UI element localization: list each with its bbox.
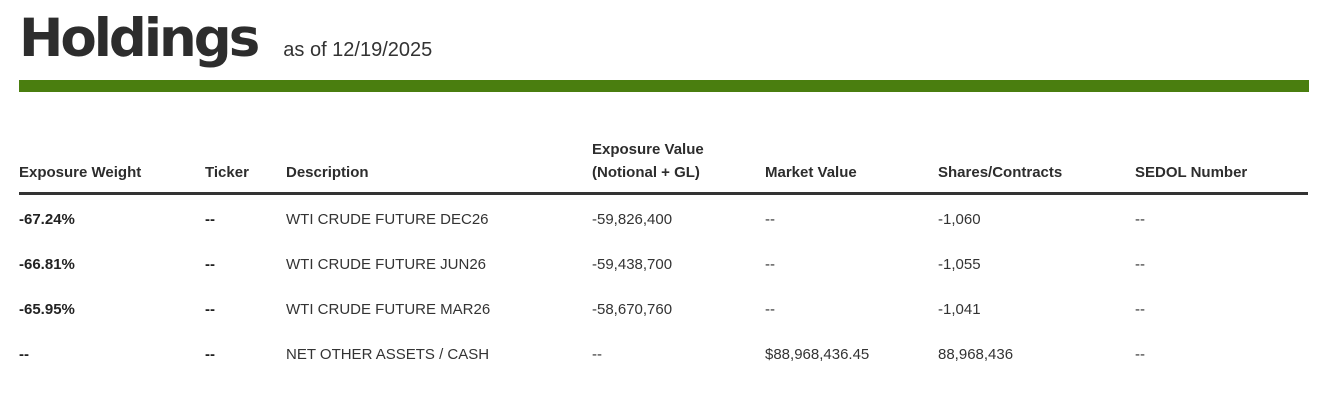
- cell-ticker: --: [205, 346, 215, 363]
- page-header: Holdings as of 12/19/2025: [19, 6, 432, 72]
- cell-exposure-value: -58,670,760: [592, 301, 673, 318]
- cell-exposure-value: -59,438,700: [592, 256, 673, 273]
- holdings-table: Exposure Weight Ticker Description Expos…: [19, 138, 1308, 377]
- table-row: -67.24% -- WTI CRUDE FUTURE DEC26 -59,82…: [19, 194, 1308, 243]
- cell-description: WTI CRUDE FUTURE MAR26: [286, 301, 491, 318]
- column-header-exposure-value-line2: (Notional + GL): [592, 164, 700, 181]
- cell-ticker: --: [205, 211, 215, 228]
- cell-description: NET OTHER ASSETS / CASH: [286, 346, 490, 363]
- column-header-market-value[interactable]: Market Value: [765, 138, 938, 195]
- column-header-exposure-value-line1: Exposure Value: [592, 141, 704, 158]
- cell-exposure-weight: -65.95%: [19, 301, 75, 318]
- table-row: -- -- NET OTHER ASSETS / CASH -- $88,968…: [19, 332, 1308, 377]
- cell-ticker: --: [205, 301, 215, 318]
- cell-shares-contracts: -1,041: [938, 301, 981, 318]
- accent-divider: [19, 80, 1309, 92]
- column-header-description[interactable]: Description: [286, 138, 592, 195]
- cell-shares-contracts: -1,055: [938, 256, 981, 273]
- cell-sedol-number: --: [1135, 346, 1145, 363]
- cell-market-value: --: [765, 256, 775, 273]
- cell-shares-contracts: 88,968,436: [938, 346, 1014, 363]
- table-header-row: Exposure Weight Ticker Description Expos…: [19, 138, 1308, 195]
- cell-shares-contracts: -1,060: [938, 211, 981, 228]
- cell-exposure-weight: --: [19, 346, 29, 363]
- cell-description: WTI CRUDE FUTURE DEC26: [286, 211, 489, 228]
- cell-market-value: $88,968,436.45: [765, 346, 870, 363]
- column-header-exposure-weight[interactable]: Exposure Weight: [19, 138, 205, 195]
- cell-market-value: --: [765, 301, 775, 318]
- column-header-sedol-number[interactable]: SEDOL Number: [1135, 138, 1308, 195]
- cell-ticker: --: [205, 256, 215, 273]
- column-header-exposure-value[interactable]: Exposure Value (Notional + GL): [592, 138, 765, 195]
- page-title: Holdings: [19, 8, 260, 69]
- column-header-shares-contracts[interactable]: Shares/Contracts: [938, 138, 1135, 195]
- column-header-ticker[interactable]: Ticker: [205, 138, 286, 195]
- as-of-date: as of 12/19/2025: [283, 39, 433, 61]
- cell-sedol-number: --: [1135, 211, 1145, 228]
- table-row: -66.81% -- WTI CRUDE FUTURE JUN26 -59,43…: [19, 242, 1308, 287]
- table-row: -65.95% -- WTI CRUDE FUTURE MAR26 -58,67…: [19, 287, 1308, 332]
- cell-description: WTI CRUDE FUTURE JUN26: [286, 256, 487, 273]
- cell-exposure-value: -59,826,400: [592, 211, 673, 228]
- cell-sedol-number: --: [1135, 301, 1145, 318]
- cell-sedol-number: --: [1135, 256, 1145, 273]
- cell-exposure-weight: -66.81%: [19, 256, 75, 273]
- cell-market-value: --: [765, 211, 775, 228]
- cell-exposure-value: --: [592, 346, 602, 363]
- cell-exposure-weight: -67.24%: [19, 211, 75, 228]
